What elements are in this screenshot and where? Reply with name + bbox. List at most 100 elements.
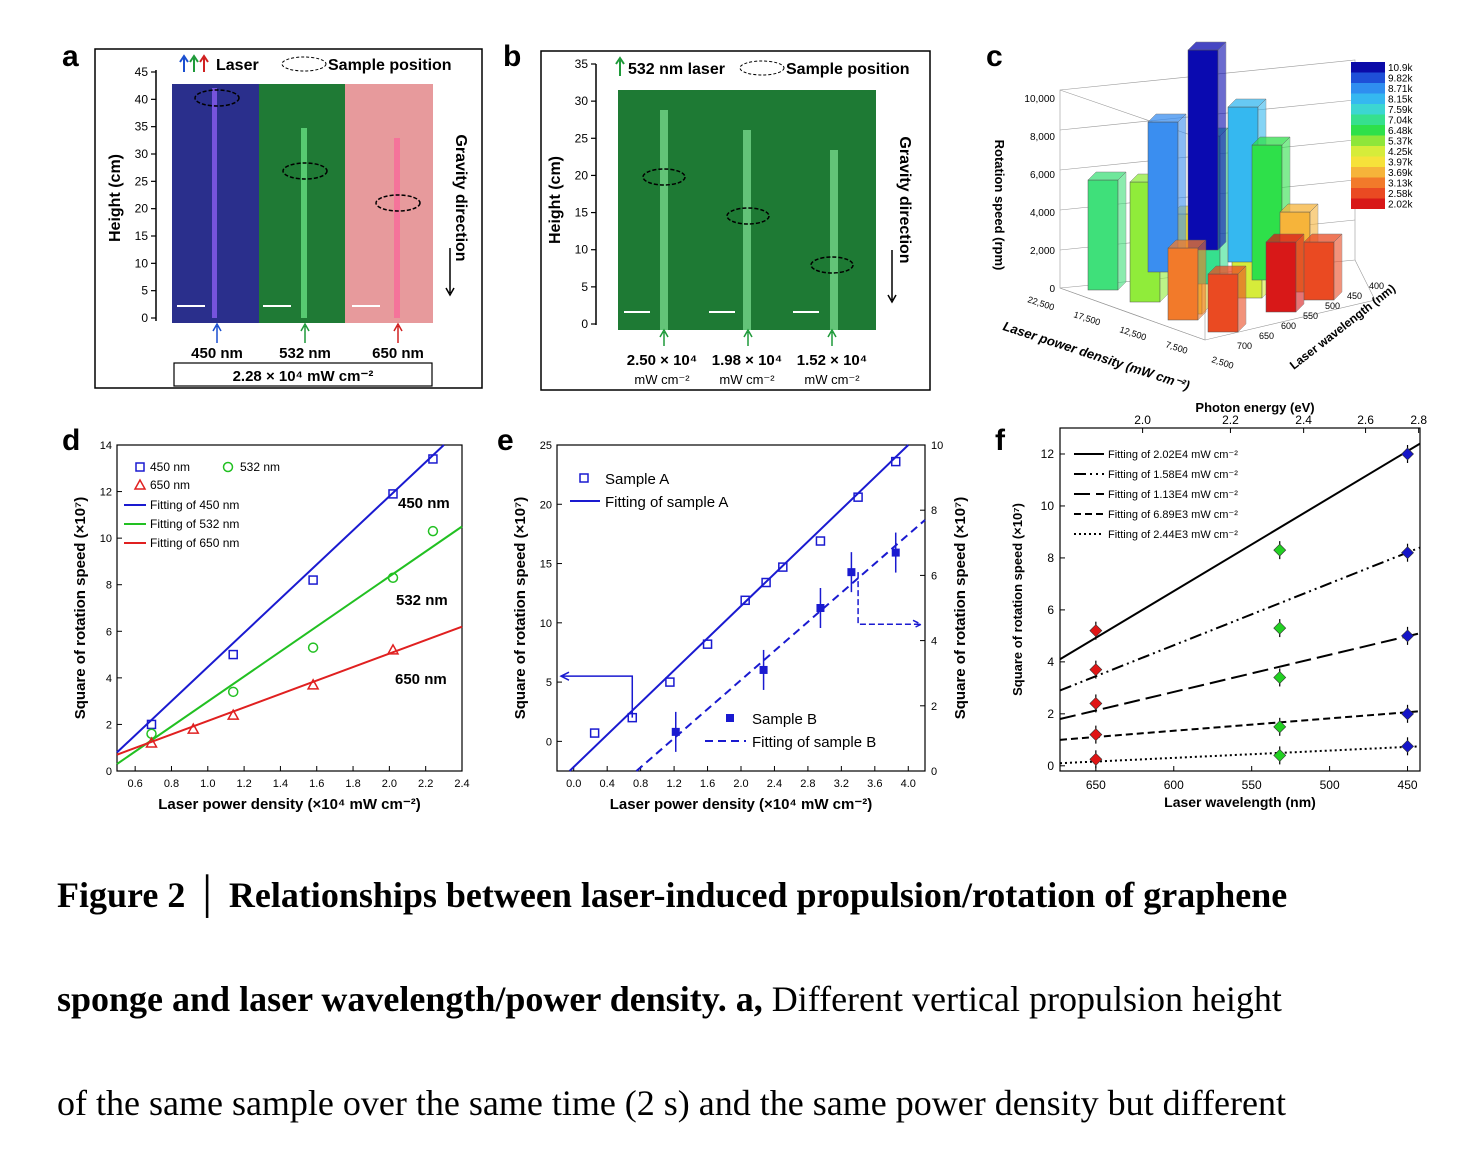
e-x-tick-label: 0.0 [566,778,581,790]
c-bar-side [1237,265,1247,333]
f-x-tick-label: 600 [1164,778,1184,792]
c-bar [1207,273,1239,333]
c-colorbar-swatch [1351,167,1385,178]
y-tick-label: 0 [581,317,588,331]
e-x-tick-label: 2.0 [733,778,748,790]
f-x-tick-label: 550 [1242,778,1262,792]
f-point [1089,697,1103,710]
c-z-ticks: 0 2,000 4,000 6,000 8,000 10,000 [1024,94,1055,295]
panel-f: 650 600 550 500 450 2.0 2.2 2.4 2.6 2.8 0 2 4 6 8 10 12 L… [1010,400,1427,810]
c-colorbar-swatch [1351,177,1385,188]
d-point [386,643,400,655]
f-y-tick-label: 4 [1047,655,1054,669]
f-point [1089,728,1103,742]
panel-label-d: d [62,424,81,457]
c-bar [1167,247,1199,321]
a-y-ticks: 0 5 10 15 20 25 30 35 40 45 [135,65,156,325]
f-legend-label: Fitting of 1.13E4 mW cm⁻² [1108,489,1238,501]
e-y2-tick-label: 10 [931,440,943,452]
wavelength-450-label: 450 nm [191,345,243,362]
d-point [227,686,239,698]
f-point [1401,447,1414,461]
b-legend-sample: Sample position [786,61,910,78]
c-colorbar: 10.9k9.82k8.71k8.15k7.59k7.04k6.48k5.37k… [1351,62,1413,211]
c-y-tick-label: 500 [1325,301,1340,311]
b-power-3: 1.52 × 10⁴ [797,352,867,369]
c-bar [1187,49,1219,251]
e-legend-fit-b: Fitting of sample B [752,734,876,751]
d-line-label: 650 nm [395,671,447,688]
c-z-tick-label: 2,000 [1030,246,1055,257]
d-fit-line [116,525,463,765]
f-point [1089,624,1103,638]
f-y-tick-label: 6 [1047,603,1054,617]
f-legend-label: Fitting of 6.89E3 mW cm⁻² [1108,509,1238,521]
e-legend-marker-b [726,714,734,722]
f-x2-tick-label: 2.0 [1134,413,1151,427]
d-legend: 450 nm 532 nm 650 nm Fitting of 450 nm Fitti… [124,460,280,550]
c-z-tick-label: 6,000 [1030,170,1055,181]
f-fit-line [1059,745,1421,765]
e-point-a [890,456,901,467]
c-colorbar-swatch [1351,83,1385,94]
c-x-axis-label: Laser power density (mW cm⁻²) [1001,318,1191,393]
d-x-tick-label: 1.0 [200,778,215,790]
c-bars [1087,41,1343,333]
y-tick-label: 35 [135,120,149,134]
d-point [228,649,238,660]
d-point [306,678,320,690]
b-unit-2: mW cm⁻² [719,372,775,387]
e-fit-line-b [635,519,926,772]
c-colorbar-label: 8.15k [1388,95,1413,106]
a-y-axis-label: Height (cm) [107,154,124,242]
b-y-ticks: 0 5 10 15 20 25 30 35 [575,57,596,331]
f-point [1089,663,1103,677]
b-power-1: 2.50 × 10⁴ [627,352,697,369]
e-x-tick-label: 4.0 [901,778,916,790]
f-point [1273,748,1287,762]
panel-e: 0.0 0.4 0.8 1.2 1.6 2.0 2.4 2.8 3.2 3.6 4.0 0 5 10 15 2… [512,440,969,813]
e-y-tick-label: 25 [540,440,552,452]
caption-text-2: Different vertical propulsion height [762,979,1282,1019]
f-legend-label: Fitting of 2.44E3 mW cm⁻² [1108,529,1238,541]
d-y-tick-label: 2 [106,719,112,731]
f-point [1401,739,1414,753]
e-legend-marker-a [579,473,589,483]
caption-separator: │ [194,875,220,915]
f-x2-tick-label: 2.8 [1410,413,1427,427]
b-legend-laser: 532 nm laser [628,61,725,78]
e-point-a [702,639,713,649]
d-plot-frame [116,444,463,772]
d-y-tick-label: 8 [106,580,112,592]
c-colorbar-label: 8.71k [1388,84,1413,95]
c-y-tick-label: 450 [1347,291,1362,301]
y-tick-label: 0 [141,311,148,325]
c-colorbar-swatch [1351,93,1385,104]
e-y2-tick-label: 8 [931,505,937,517]
y-tick-label: 5 [581,280,588,294]
c-x-tick-label: 2,500 [1210,354,1235,370]
f-y-tick-label: 0 [1047,759,1054,773]
d-point [387,572,399,583]
f-point [1401,629,1414,643]
e-point-a [815,536,826,546]
f-fit-line [1059,710,1421,741]
c-colorbar-swatch [1351,125,1385,136]
f-legend-label: Fitting of 1.58E4 mW cm⁻² [1108,469,1238,481]
d-x-tick-label: 1.8 [345,778,360,790]
c-z-tick-label: 4,000 [1030,208,1055,219]
e-y2-tick-label: 6 [931,570,937,582]
c-z-axis-label: Rotation speed (rpm) [992,140,1007,271]
e-y2-tick-label: 0 [931,766,937,778]
c-bar-side [1295,233,1305,313]
d-y-tick-label: 10 [100,533,112,545]
c-colorbar-swatch [1351,146,1385,157]
d-x-tick-label: 0.8 [164,778,179,790]
d-fit-line [116,625,463,756]
panel-label-a: a [62,40,79,73]
wavelength-650-label: 650 nm [372,345,424,362]
f-point [1401,707,1414,721]
d-legend-label: 650 nm [150,478,190,492]
y-tick-label: 25 [135,174,149,188]
d-x-tick-label: 2.0 [382,778,397,790]
